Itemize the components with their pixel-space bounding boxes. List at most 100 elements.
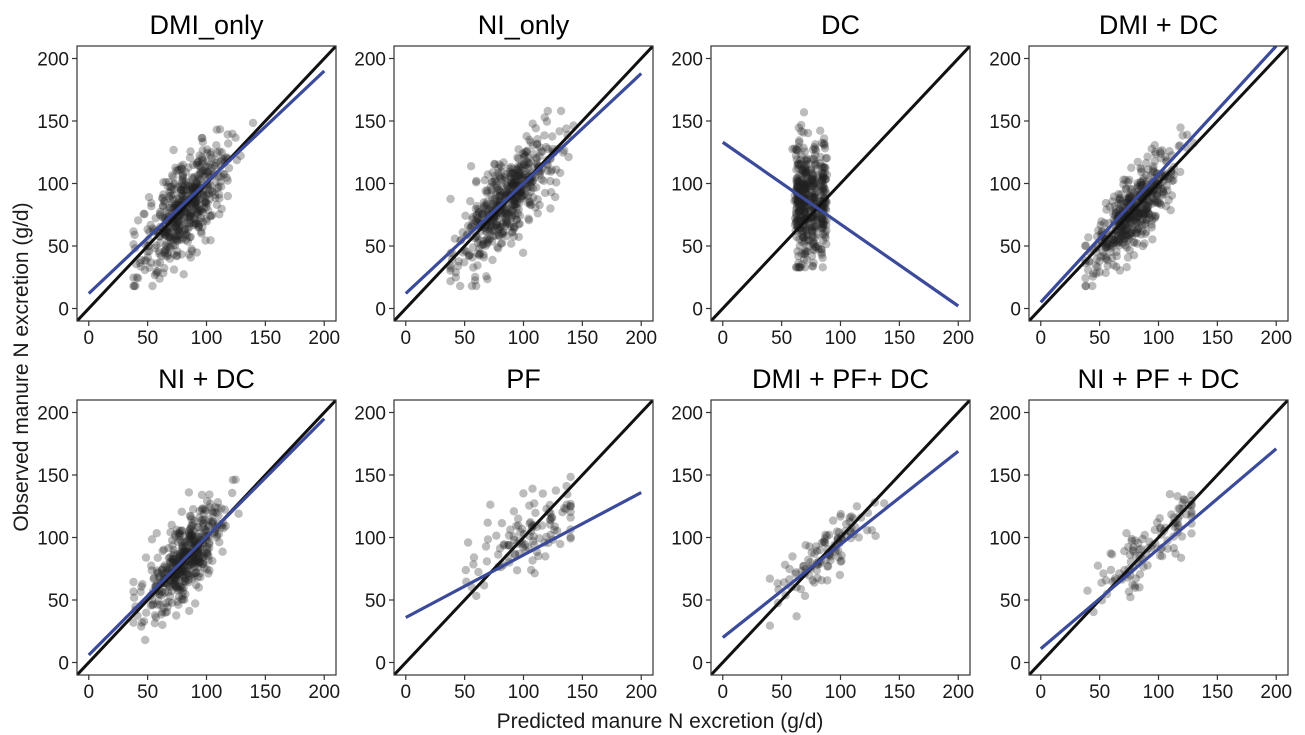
data-point — [816, 181, 825, 191]
data-point — [528, 556, 537, 565]
data-point — [797, 127, 806, 136]
data-point — [490, 160, 499, 169]
data-point — [181, 589, 190, 599]
data-point — [799, 210, 808, 220]
data-point — [819, 220, 828, 229]
data-point — [1187, 507, 1196, 516]
x-tick-label: 150 — [1202, 328, 1234, 349]
data-point — [1133, 225, 1142, 234]
data-point — [1158, 552, 1167, 561]
data-point — [189, 202, 198, 211]
data-point — [1118, 225, 1128, 234]
data-point — [1129, 213, 1139, 222]
data-point — [186, 533, 196, 543]
data-point — [500, 540, 509, 549]
data-point — [819, 173, 828, 182]
data-point — [166, 582, 175, 592]
data-point — [140, 256, 149, 265]
regression-line — [87, 417, 326, 657]
data-point — [482, 272, 491, 281]
data-point — [825, 530, 834, 539]
data-point — [129, 240, 138, 249]
data-point — [167, 199, 177, 208]
data-point — [190, 558, 199, 567]
data-point — [194, 554, 203, 563]
data-point — [803, 231, 812, 240]
data-point — [153, 600, 162, 609]
data-point — [514, 521, 523, 530]
data-point — [794, 143, 803, 152]
data-point — [489, 226, 499, 235]
data-point — [196, 552, 205, 561]
data-point — [1115, 205, 1125, 214]
data-point — [799, 180, 809, 189]
data-point — [198, 146, 207, 155]
data-point — [524, 216, 534, 225]
data-point — [817, 245, 826, 254]
data-point — [231, 475, 240, 484]
data-point — [206, 499, 215, 508]
data-point — [802, 156, 811, 166]
data-point — [810, 181, 819, 190]
data-point — [158, 202, 168, 211]
data-point — [1089, 269, 1098, 278]
data-point — [566, 513, 575, 522]
data-point — [208, 517, 217, 526]
data-point — [173, 219, 182, 228]
data-point — [179, 583, 188, 592]
data-point — [154, 569, 163, 578]
data-point — [809, 192, 818, 202]
data-point — [150, 611, 160, 620]
data-point — [799, 229, 808, 238]
data-point — [811, 542, 821, 551]
data-point — [156, 207, 165, 217]
data-point — [790, 196, 799, 205]
data-point — [187, 560, 197, 569]
data-point — [793, 180, 802, 189]
data-point — [502, 232, 511, 241]
data-point — [809, 172, 818, 182]
data-point — [531, 124, 540, 133]
data-point — [487, 237, 497, 246]
data-point — [526, 157, 535, 166]
data-point — [167, 536, 177, 545]
data-point — [496, 223, 505, 232]
data-point — [482, 233, 492, 243]
data-point — [1131, 536, 1140, 545]
data-point — [499, 217, 508, 226]
data-point — [1152, 518, 1162, 527]
data-point — [1150, 525, 1160, 535]
y-tick-label: 100 — [354, 529, 386, 550]
data-point — [187, 244, 196, 254]
data-point — [818, 173, 828, 182]
data-point — [818, 184, 827, 193]
data-point — [196, 213, 206, 223]
data-point — [228, 129, 237, 138]
data-point — [854, 533, 863, 542]
identity-line — [711, 400, 970, 675]
data-point — [191, 580, 201, 590]
data-point — [810, 175, 819, 185]
data-point — [504, 208, 513, 217]
data-point — [795, 211, 804, 220]
data-point — [510, 200, 520, 209]
data-point — [508, 200, 518, 209]
data-point — [168, 558, 178, 567]
data-point — [1152, 191, 1161, 201]
data-point — [173, 183, 183, 192]
data-point — [817, 576, 826, 585]
data-point — [808, 231, 817, 241]
data-point — [201, 197, 210, 207]
data-point — [176, 582, 185, 591]
data-point — [187, 246, 197, 256]
data-point — [809, 217, 818, 226]
data-point — [170, 179, 179, 188]
data-point — [511, 177, 520, 186]
data-point — [794, 196, 803, 206]
data-point — [541, 142, 551, 152]
data-point — [181, 577, 191, 586]
data-point — [562, 500, 571, 509]
x-tick-label: 150 — [250, 328, 282, 349]
data-point — [1148, 199, 1157, 208]
data-point — [522, 164, 532, 173]
